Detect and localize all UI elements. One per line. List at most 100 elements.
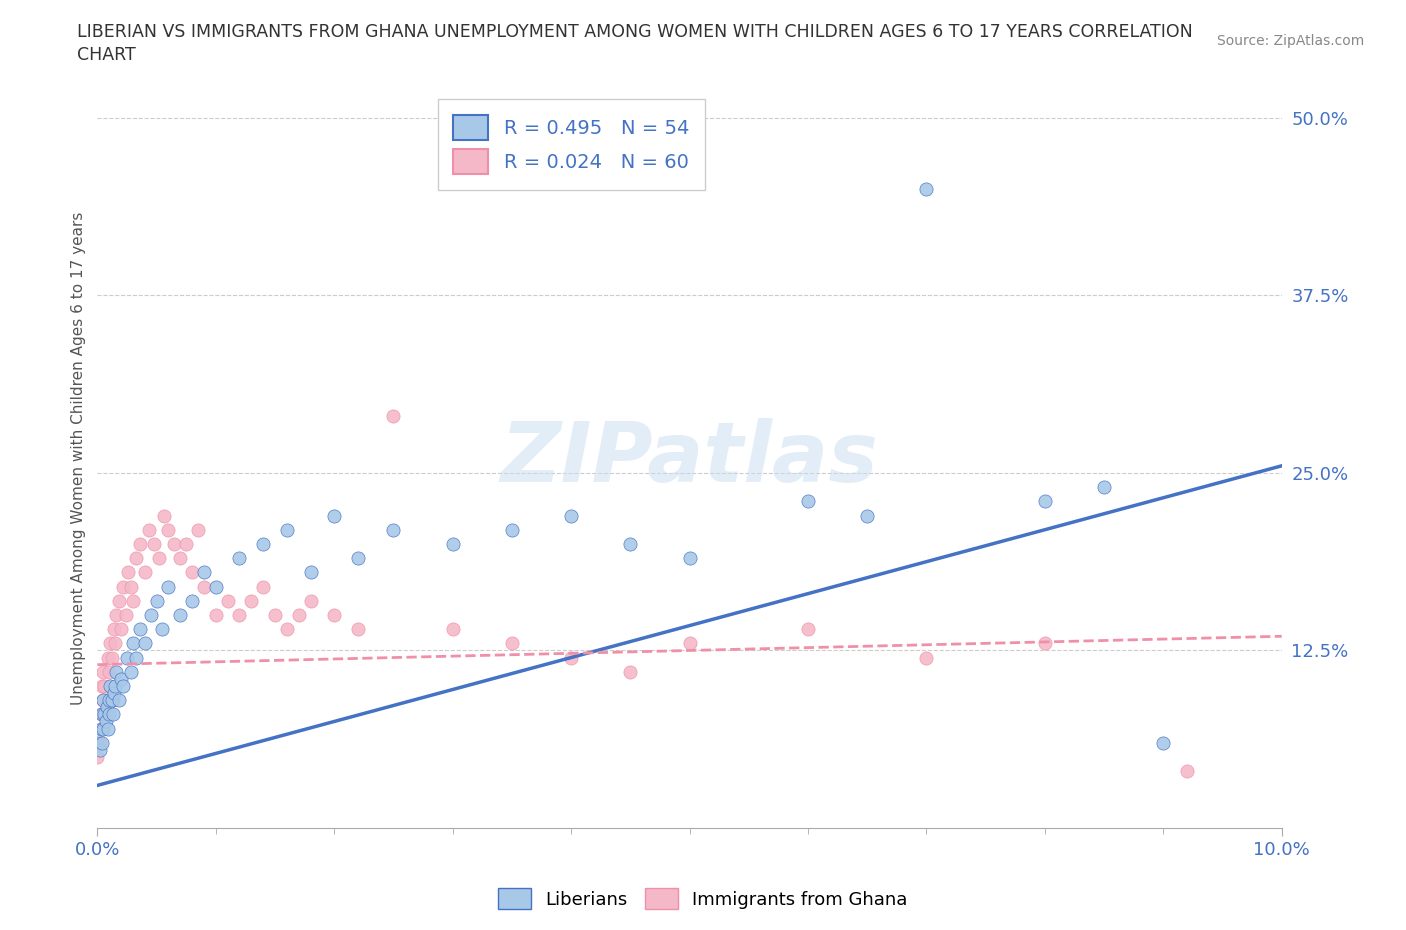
Point <box>157 579 180 594</box>
Point <box>139 607 162 622</box>
Point <box>1033 494 1056 509</box>
Point <box>101 693 124 708</box>
Point <box>299 593 322 608</box>
Point <box>100 693 122 708</box>
Point <box>560 650 582 665</box>
Point <box>105 607 128 622</box>
Point <box>125 650 148 665</box>
Point <box>915 181 938 196</box>
Point <box>797 622 820 637</box>
Point <box>163 537 186 551</box>
Point <box>97 650 120 665</box>
Point <box>252 537 274 551</box>
Point <box>619 664 641 679</box>
Point <box>1033 636 1056 651</box>
Point <box>323 607 346 622</box>
Point <box>347 622 370 637</box>
Point <box>96 693 118 708</box>
Point <box>117 565 139 579</box>
Point <box>91 693 114 708</box>
Point <box>100 679 122 694</box>
Point <box>217 593 239 608</box>
Point <box>169 607 191 622</box>
Point <box>152 622 174 637</box>
Point <box>382 408 405 423</box>
Point <box>157 523 180 538</box>
Point <box>347 551 370 565</box>
Y-axis label: Unemployment Among Women with Children Ages 6 to 17 years: Unemployment Among Women with Children A… <box>72 212 86 705</box>
Text: ZIPatlas: ZIPatlas <box>501 418 879 499</box>
Point <box>252 579 274 594</box>
Point <box>96 700 118 715</box>
Point <box>276 523 298 538</box>
Point <box>1092 480 1115 495</box>
Point <box>678 636 700 651</box>
Point <box>181 593 204 608</box>
Point <box>105 664 128 679</box>
Point <box>89 736 111 751</box>
Point <box>619 537 641 551</box>
Point <box>89 742 111 757</box>
Point <box>174 537 197 551</box>
Point <box>797 494 820 509</box>
Point <box>240 593 263 608</box>
Point <box>152 508 174 523</box>
Point <box>441 622 464 637</box>
Point <box>915 650 938 665</box>
Point <box>90 707 112 722</box>
Point <box>101 707 124 722</box>
Point <box>94 714 117 729</box>
Point <box>104 679 127 694</box>
Point <box>103 685 125 700</box>
Point <box>91 679 114 694</box>
Point <box>98 707 121 722</box>
Point <box>1152 736 1174 751</box>
Point <box>204 607 226 622</box>
Point <box>93 707 115 722</box>
Point <box>110 671 132 686</box>
Point <box>103 622 125 637</box>
Legend: Liberians, Immigrants from Ghana: Liberians, Immigrants from Ghana <box>491 881 915 916</box>
Point <box>94 707 117 722</box>
Point <box>86 750 108 764</box>
Point <box>114 607 136 622</box>
Point <box>98 664 121 679</box>
Point <box>112 679 135 694</box>
Legend: R = 0.495   N = 54, R = 0.024   N = 60: R = 0.495 N = 54, R = 0.024 N = 60 <box>437 100 704 190</box>
Point <box>91 736 114 751</box>
Point <box>107 693 129 708</box>
Point <box>112 579 135 594</box>
Point <box>204 579 226 594</box>
Point <box>100 650 122 665</box>
Point <box>91 721 114 736</box>
Point <box>100 636 122 651</box>
Point <box>501 523 523 538</box>
Point <box>323 508 346 523</box>
Point <box>193 565 215 579</box>
Point <box>1175 764 1198 778</box>
Point <box>122 593 145 608</box>
Point <box>91 707 114 722</box>
Point <box>501 636 523 651</box>
Point <box>91 664 114 679</box>
Point <box>115 650 138 665</box>
Point <box>129 537 152 551</box>
Point <box>90 721 112 736</box>
Point <box>193 579 215 594</box>
Point <box>129 622 152 637</box>
Point <box>181 565 204 579</box>
Point <box>382 523 405 538</box>
Point <box>91 721 114 736</box>
Point <box>299 565 322 579</box>
Point <box>86 736 108 751</box>
Point <box>276 622 298 637</box>
Point <box>134 565 156 579</box>
Point <box>441 537 464 551</box>
Point <box>187 523 209 538</box>
Point <box>678 551 700 565</box>
Point <box>107 593 129 608</box>
Point <box>143 537 166 551</box>
Point <box>264 607 287 622</box>
Point <box>120 579 142 594</box>
Point <box>120 664 142 679</box>
